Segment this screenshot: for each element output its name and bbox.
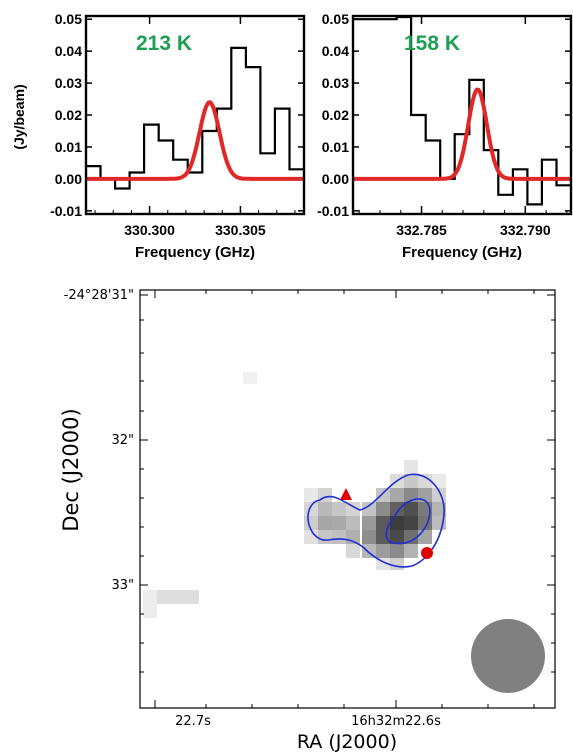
- map-pixel: [376, 488, 390, 502]
- map-pixel: [157, 590, 199, 604]
- left-x-tick-label: 330.305: [215, 222, 266, 238]
- map-pixel: [376, 502, 390, 516]
- map-pixel: [346, 544, 360, 558]
- map-y-tick-label: 33": [111, 578, 134, 593]
- spectrum-panel-right: -0.01 0.00 0.01 0.02 0.03 0.04 0.05 332.785 332.…: [317, 11, 573, 261]
- right-x-tick-label: 332.790: [500, 222, 551, 238]
- right-gaussian-fit: [353, 87, 571, 181]
- left-y-tick-label: 0.05: [55, 11, 82, 27]
- map-pixel: [362, 530, 376, 544]
- right-y-tick-label: 0.04: [322, 43, 349, 59]
- map-pixel: [346, 502, 360, 516]
- map-pixel: [318, 502, 332, 516]
- map-pixel: [362, 502, 376, 516]
- right-x-tick-label: 332.785: [396, 222, 447, 238]
- map-ticks: [140, 290, 555, 708]
- right-y-tick-label: -0.01: [317, 203, 349, 219]
- left-x-tick-label: 330.300: [124, 222, 175, 238]
- map-pixel: [404, 530, 418, 544]
- map-frame: [139, 289, 556, 709]
- map-pixel: [318, 516, 332, 530]
- right-y-tick-label: 0.01: [322, 139, 349, 155]
- map-x-tick-label: 16h32m22.6s: [351, 714, 441, 729]
- map-pixel: [376, 544, 390, 558]
- map-pixel: [318, 530, 332, 544]
- inner-contour: [385, 498, 431, 545]
- map-panel: 22.7s 16h32m22.6s -24°28'31" 32" 33" RA …: [59, 288, 556, 753]
- map-pixel: [390, 502, 404, 516]
- right-ticks: -0.01 0.00 0.01 0.02 0.03 0.04 0.05 332.785 332.…: [317, 11, 571, 238]
- triangle-marker: [340, 488, 352, 500]
- map-pixel: [376, 516, 390, 530]
- left-spectrum-line: [86, 46, 304, 190]
- map-pixel: [404, 488, 418, 502]
- map-pixel: [404, 460, 418, 474]
- beam-ellipse: [471, 619, 545, 693]
- map-pixel: [376, 530, 390, 544]
- right-y-tick-label: 0.02: [322, 107, 349, 123]
- right-temperature-label: 158 K: [404, 32, 460, 55]
- map-pixel: [404, 544, 418, 558]
- map-x-tick-label: 22.7s: [175, 714, 211, 729]
- right-y-tick-label: 0.05: [322, 11, 349, 27]
- circle-marker: [421, 547, 433, 559]
- map-pixel: [346, 516, 360, 530]
- map-pixel: [376, 558, 390, 570]
- left-plot-frame: [84, 14, 306, 216]
- left-y-tick-label: -0.01: [50, 203, 82, 219]
- left-temperature-label: 213 K: [136, 32, 192, 55]
- map-y-tick-label: -24°28'31": [64, 288, 134, 303]
- right-x-axis-label: Frequency (GHz): [402, 244, 522, 261]
- left-y-tick-label: 0.01: [55, 139, 82, 155]
- map-pixel: [404, 474, 418, 488]
- map-pixel: [362, 516, 376, 530]
- left-y-tick-label: 0.02: [55, 107, 82, 123]
- outer-contour: [307, 473, 445, 568]
- left-y-tick-label: 0.00: [55, 171, 82, 187]
- spectrum-panel-left: -0.01 0.00 0.01 0.02 0.03 0.04 0.05 330.300 330.…: [11, 11, 306, 261]
- map-pixels: [143, 372, 446, 618]
- map-pixel: [332, 530, 346, 544]
- right-y-tick-label: 0.00: [322, 171, 349, 187]
- map-pixel: [332, 502, 346, 516]
- left-ticks: -0.01 0.00 0.01 0.02 0.03 0.04 0.05 330.300 330.…: [50, 11, 304, 238]
- map-pixel: [390, 558, 404, 570]
- left-y-tick-label: 0.04: [55, 43, 82, 59]
- map-x-axis-label: RA (J2000): [297, 731, 397, 753]
- map-pixel: [404, 516, 418, 530]
- map-pixel: [432, 474, 446, 488]
- map-pixel: [404, 502, 418, 516]
- map-pixel: [390, 544, 404, 558]
- left-gaussian-fit: [86, 100, 304, 181]
- map-pixel: [243, 372, 257, 384]
- map-contours: [307, 473, 445, 568]
- map-pixel: [332, 516, 346, 530]
- left-y-tick-label: 0.03: [55, 75, 82, 91]
- map-y-tick-label: 32": [111, 433, 134, 448]
- map-pixel: [432, 502, 446, 516]
- map-pixel: [390, 516, 404, 530]
- map-pixel: [418, 530, 432, 544]
- map-pixel: [390, 488, 404, 502]
- right-spectrum-line: [353, 15, 571, 206]
- left-x-axis-label: Frequency (GHz): [135, 244, 255, 261]
- map-pixel: [304, 530, 318, 544]
- map-pixel: [418, 474, 432, 488]
- right-plot-frame: [351, 14, 573, 216]
- right-y-tick-label: 0.03: [322, 75, 349, 91]
- left-y-axis-label: (Jy/beam): [11, 84, 27, 149]
- map-pixel: [143, 590, 157, 618]
- map-pixel: [304, 488, 318, 502]
- map-y-axis-label: Dec (J2000): [59, 408, 83, 531]
- map-pixel: [390, 530, 404, 544]
- map-pixel: [304, 502, 318, 516]
